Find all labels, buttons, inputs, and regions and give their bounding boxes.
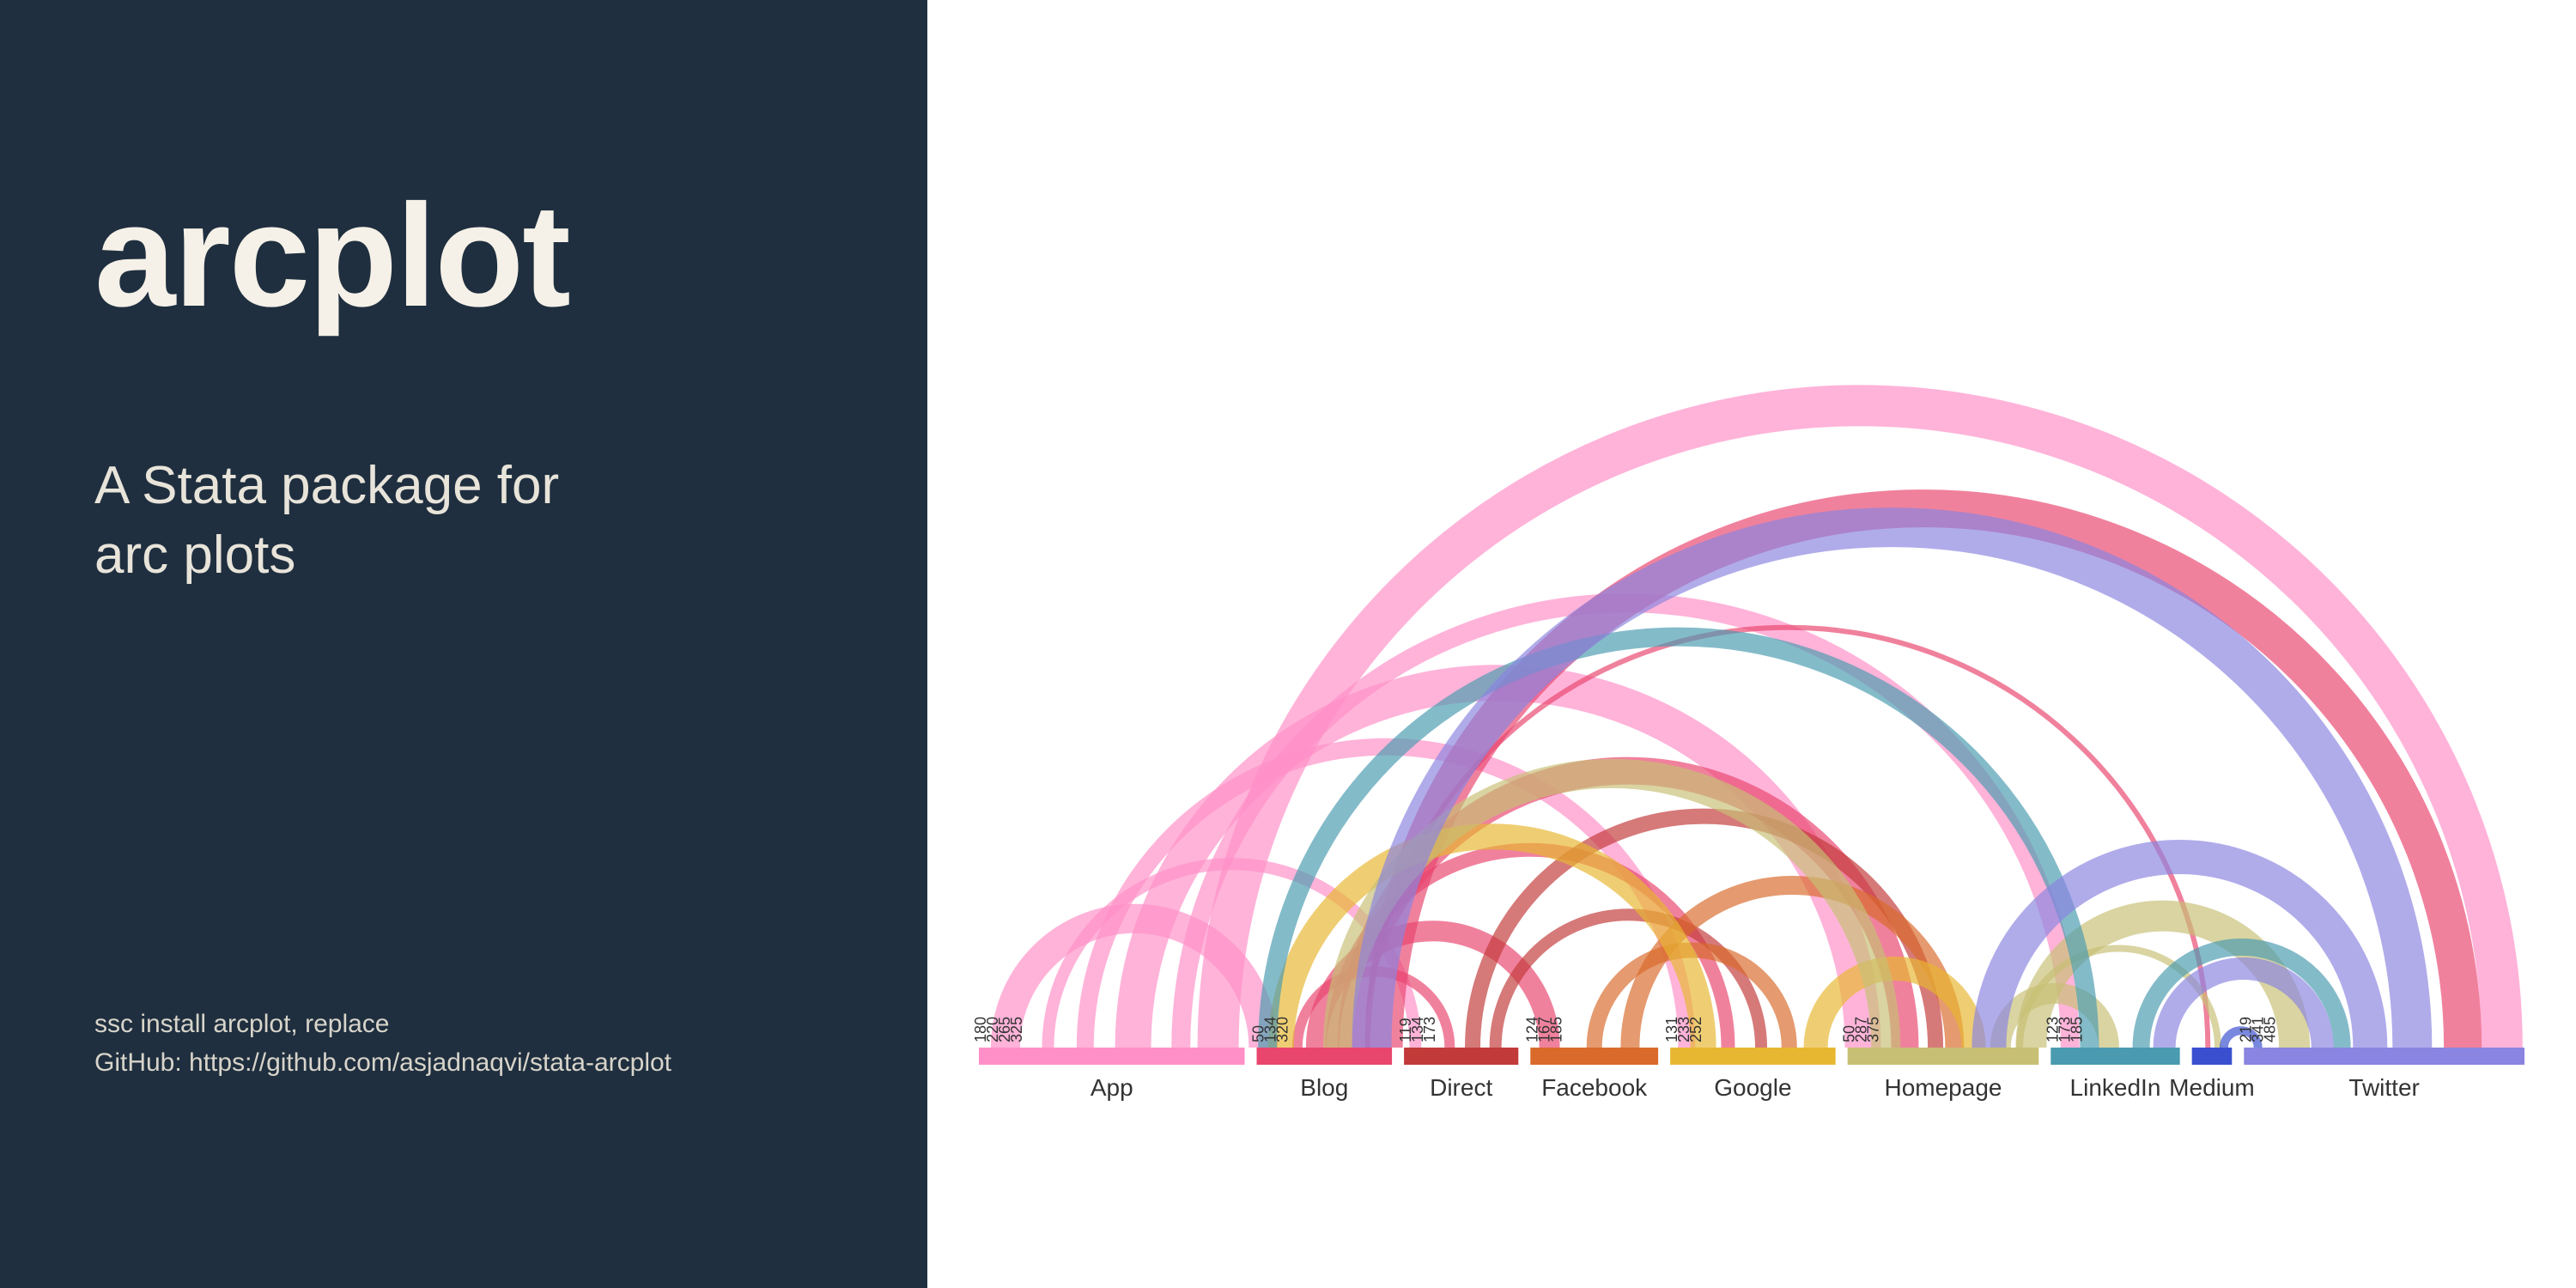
value-label: 375	[1865, 1017, 1882, 1042]
node-bar	[2244, 1048, 2524, 1065]
value-label: 325	[1008, 1017, 1025, 1042]
arcs-group	[1005, 405, 2502, 1048]
value-label: 252	[1687, 1017, 1704, 1042]
arc-plot: App180220265325Blog50134320Direct1191341…	[927, 0, 2576, 1288]
title: arcplot	[94, 172, 833, 340]
node-label: LinkedIn	[2070, 1074, 2161, 1101]
node-label: Homepage	[1884, 1074, 2002, 1101]
node-bar	[1530, 1048, 1658, 1065]
value-label: 320	[1274, 1017, 1291, 1042]
info-panel: arcplot A Stata package for arc plots ss…	[0, 0, 927, 1288]
node-label: App	[1091, 1074, 1133, 1101]
subtitle: A Stata package for arc plots	[94, 452, 833, 590]
node-label: Twitter	[2348, 1074, 2419, 1101]
node-label: Medium	[2169, 1074, 2255, 1101]
value-label: 185	[2068, 1017, 2085, 1042]
node-label: Direct	[1430, 1074, 1492, 1101]
node-label: Blog	[1300, 1074, 1348, 1101]
node-bar	[2192, 1048, 2233, 1065]
chart-panel: App180220265325Blog50134320Direct1191341…	[927, 0, 2576, 1288]
node-bar	[2050, 1048, 2179, 1065]
node-label: Facebook	[1541, 1074, 1648, 1101]
value-label: 173	[1421, 1017, 1438, 1042]
node-bar	[1670, 1048, 1836, 1065]
value-label: 485	[2261, 1017, 2278, 1042]
node-bar	[979, 1048, 1245, 1065]
footer-text: ssc install arcplot, replace GitHub: htt…	[94, 1005, 671, 1082]
node-bar	[1257, 1048, 1393, 1065]
node-label: Google	[1714, 1074, 1791, 1101]
node-bar	[1404, 1048, 1518, 1065]
value-label: 185	[1547, 1017, 1564, 1042]
node-bar	[1848, 1048, 2039, 1065]
